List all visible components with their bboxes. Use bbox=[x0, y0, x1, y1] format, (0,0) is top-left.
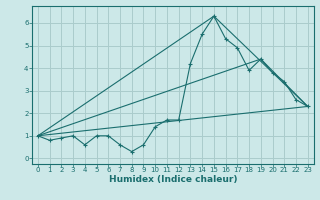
X-axis label: Humidex (Indice chaleur): Humidex (Indice chaleur) bbox=[108, 175, 237, 184]
